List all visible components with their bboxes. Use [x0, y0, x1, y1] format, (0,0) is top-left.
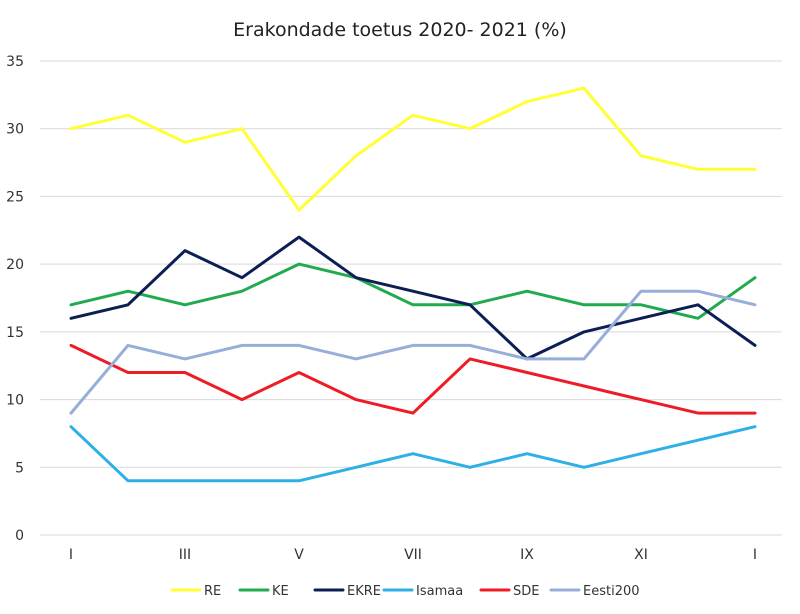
- legend-label-sde: SDE: [513, 584, 539, 599]
- x-tick-label: III: [179, 547, 191, 563]
- legend-label-ekre: EKRE: [347, 584, 381, 599]
- x-tick-label: I: [69, 547, 73, 563]
- y-tick-label: 5: [15, 460, 24, 476]
- legend-label-ke: KE: [272, 584, 289, 599]
- series-line-isamaa: [69, 425, 757, 483]
- x-axis-ticks: I III V VII IX XI I: [69, 547, 757, 563]
- x-tick-label: XI: [634, 547, 648, 563]
- series-lines: [69, 86, 757, 483]
- x-tick-label: IX: [520, 547, 534, 563]
- legend-label-re: RE: [204, 584, 221, 599]
- x-tick-label: V: [294, 547, 304, 563]
- series-line-sde: [69, 343, 757, 415]
- legend: RE KE EKRE Isamaa SDE Eesti200: [170, 584, 640, 599]
- series-line-ekre: [69, 235, 757, 361]
- y-axis-ticks: 0 5 10 15 20 25 30 35: [6, 54, 24, 544]
- series-line-eesti200: [69, 289, 757, 415]
- y-tick-label: 15: [6, 325, 24, 341]
- y-tick-label: 0: [15, 528, 24, 544]
- y-tick-label: 20: [6, 257, 24, 273]
- series-line-re: [69, 86, 757, 212]
- series-line-ke: [69, 262, 757, 320]
- y-tick-label: 30: [6, 122, 24, 138]
- legend-label-eesti200: Eesti200: [583, 584, 640, 599]
- y-tick-label: 10: [6, 393, 24, 409]
- x-tick-label: VII: [404, 547, 422, 563]
- x-tick-label: I: [753, 547, 757, 563]
- legend-label-isamaa: Isamaa: [416, 584, 463, 599]
- chart-title: Erakondade toetus 2020- 2021 (%): [233, 19, 567, 41]
- y-tick-label: 25: [6, 189, 24, 205]
- y-tick-label: 35: [6, 54, 24, 70]
- grid-lines: [40, 60, 782, 536]
